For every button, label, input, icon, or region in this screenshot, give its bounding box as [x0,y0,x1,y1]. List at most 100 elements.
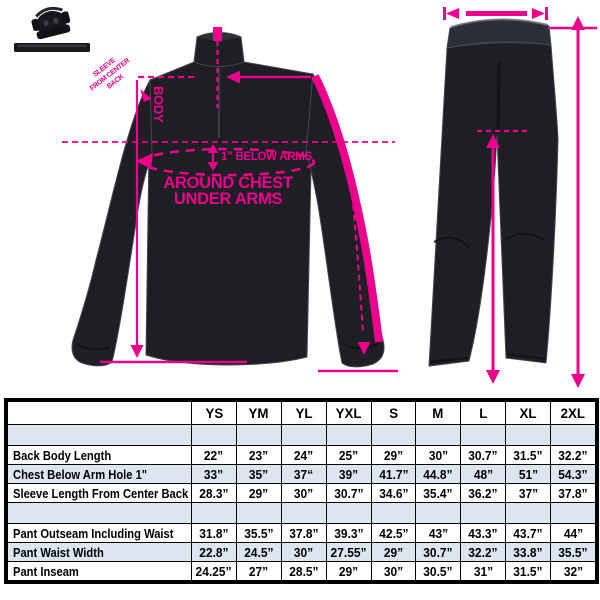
value-cell: 23” [235,445,282,465]
value-cell-text: 35.5” [244,525,274,541]
value-cell-text: 37.8” [558,485,588,501]
value-cell-text: 39.3” [333,525,364,541]
spacer-cell [460,502,507,524]
row-label-text: Pant Inseam [13,563,79,579]
sleeve-dashed-line [350,184,364,333]
row-label-text: Sleeve Length From Center Back [13,485,189,501]
value-cell-text: 48” [473,466,493,482]
collar-width-arrowhead [226,70,240,84]
value-cell: 30” [280,542,327,562]
value-cell: 32.2” [550,445,596,465]
value-cell: 24.5” [235,542,282,562]
size-column-header-XL: XL [505,401,551,425]
row-label: Pant Waist Width [7,542,192,562]
row-label: Back Body Length [7,445,192,465]
measurement-row: Pant Outseam Including Waist 31.8” 35.5” 37… [7,523,596,543]
value-cell: 24.25” [191,561,237,581]
waist-width-right-tick [545,7,548,20]
value-cell-text: 23” [249,447,269,463]
value-cell: 28.3” [191,483,237,503]
value-cell: 42.5” [370,523,417,543]
value-cell-text: 43.7” [513,525,543,541]
spacer-cell [325,502,372,524]
value-cell-text: 54.3” [558,466,588,482]
pants-illustration [428,18,559,367]
value-cell-text: 31” [473,563,493,579]
size-column-header-L-text: L [479,405,488,421]
value-cell: 44” [550,523,596,543]
value-cell-text: 25” [338,447,359,463]
value-cell: 24” [280,445,327,465]
value-cell: 43.7” [505,523,551,543]
sleeve-length-band [311,74,383,343]
spacer-cell [7,502,192,524]
value-cell: 31.5” [505,445,551,465]
value-cell-text: 41.7” [378,466,409,482]
value-cell: 30” [415,445,462,465]
value-cell-text: 31.5” [513,447,543,463]
body-length-arrowhead [130,345,144,358]
value-cell: 22.8” [191,542,237,562]
value-cell-text: 30.7” [333,485,364,501]
collar-top-tick [213,27,222,41]
below-arms-arrowhead-up [207,144,219,153]
value-cell: 28.5” [280,561,327,581]
size-header-blank [7,401,192,425]
inseam-arrowhead-down [486,370,500,384]
jacket-body [145,61,314,366]
row-label: Sleeve Length From Center Back [7,483,192,503]
value-cell-text: 31.8” [199,525,229,541]
value-cell: 30.5” [415,561,462,581]
value-cell-text: 44” [563,525,583,541]
value-cell: 51” [505,464,551,484]
value-cell: 25” [325,445,372,465]
measurement-row: Pant Waist Width 22.8” 24.5” 30” 27.55” 29” 30… [7,542,596,562]
size-column-header-YL: YL [280,401,327,425]
measurement-diagram: SLEEVE FROM CENTER BACK BODY 1” BELOW AR… [14,6,597,388]
size-column-header-YM-text: YM [248,405,269,421]
size-header-row: YS YM YL YXL S M L XL 2XL [7,401,596,425]
spacer-cell [325,424,372,446]
value-cell: 37“ [280,464,327,484]
value-cell-text: 30” [294,485,314,501]
value-cell: 31.8” [191,523,237,543]
value-cell-text: 42.5” [378,525,409,541]
value-cell: 22” [191,445,237,465]
size-column-header-2XL: 2XL [550,401,596,425]
value-cell: 30” [280,483,327,503]
sleeve-diagonal-arrowhead [140,89,152,102]
value-cell-text: 29” [338,563,359,579]
spacer-cell [280,502,327,524]
value-cell: 32.2” [460,542,507,562]
value-cell: 37” [505,483,551,503]
row-label: Pant Outseam Including Waist [7,523,192,543]
spacer-cell [370,424,417,446]
size-column-header-YM: YM [235,401,282,425]
spacer-cell [415,502,462,524]
value-cell: 39” [325,464,372,484]
value-cell: 54.3” [550,464,596,484]
value-cell-text: 30.7” [468,447,498,463]
value-cell-text: 30” [383,563,404,579]
row-label-text: Chest Below Arm Hole 1" [13,466,148,482]
value-cell: 30” [370,561,417,581]
value-cell: 29” [325,561,372,581]
value-cell: 37.8” [280,523,327,543]
value-cell: 33.8” [505,542,551,562]
value-cell-text: 22.8” [199,544,229,560]
value-cell: 41.7” [370,464,417,484]
value-cell: 29” [235,483,282,503]
measurement-row: Sleeve Length From Center Back 28.3” 29” 30… [7,483,596,503]
value-cell-text: 39” [338,466,359,482]
value-cell: 48” [460,464,507,484]
value-cell-text: 32.2” [558,447,588,463]
spacer-row [7,502,596,524]
spacer-cell [191,424,237,446]
brand-wordmark [14,43,90,52]
value-cell-text: 36.2” [468,485,498,501]
around-chest-label-line2: UNDER ARMS [174,190,283,208]
spacer-cell [415,424,462,446]
outseam-arrowhead-down [571,374,585,388]
spacer-cell [370,502,417,524]
jacket-left-sleeve [71,78,153,367]
